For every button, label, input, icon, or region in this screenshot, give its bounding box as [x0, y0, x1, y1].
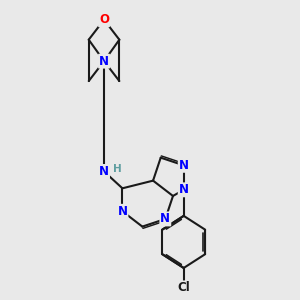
Text: N: N — [99, 55, 109, 68]
Text: N: N — [160, 212, 170, 225]
Text: Cl: Cl — [177, 281, 190, 294]
Text: H: H — [112, 164, 121, 174]
Text: N: N — [99, 165, 109, 178]
Text: N: N — [117, 205, 128, 218]
Text: N: N — [179, 183, 189, 196]
Text: N: N — [179, 159, 189, 172]
Text: O: O — [99, 13, 109, 26]
